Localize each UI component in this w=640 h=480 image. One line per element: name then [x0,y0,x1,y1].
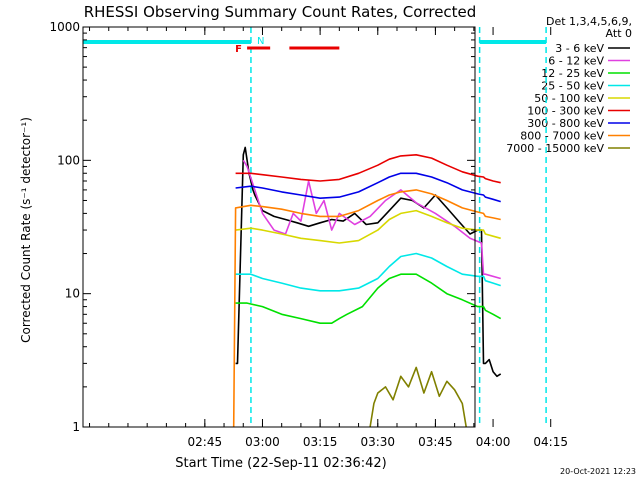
x-tick-label: 02:45 [188,435,223,449]
x-axis: 02:45 03:00 03:15 03:30 03:45 04:00 04:15 [89,27,568,449]
x-tick-label: 03:30 [360,435,395,449]
y-axis: 1 10 100 1000 [49,20,475,434]
series-line-3 [235,252,501,292]
legend-label-1: 6 - 12 keV [548,55,604,68]
y-tick-label: 100 [57,153,80,167]
x-tick-label: 03:00 [245,435,280,449]
x-axis-label: Start Time (22-Sep-11 02:36:42) [175,456,386,471]
series-line-4 [235,209,501,244]
series-line-5 [235,154,501,184]
y-tick-label: 1 [72,420,80,434]
legend-label-8: 7000 - 15000 keV [506,142,604,155]
x-tick-label: 03:15 [303,435,338,449]
y-tick-label: 10 [65,287,80,301]
series-layer [232,146,502,428]
series-line-2 [235,273,502,325]
legend-header-attenuator: Att 0 [606,27,632,40]
flare-flags: FN [235,36,340,55]
legend-header-detectors: Det 1,3,4,5,6,9, [546,15,632,28]
legend-label-3: 25 - 50 keV [541,80,604,93]
legend-label-4: 50 - 100 keV [534,92,604,105]
x-tick-label: 03:45 [418,435,453,449]
series-line-1 [242,159,501,280]
series-line-0 [235,146,502,378]
series-line-6 [235,172,501,203]
x-tick-label: 04:15 [533,435,568,449]
footer-timestamp: 20-Oct-2021 12:23 [560,467,636,476]
series-line-8 [369,366,467,428]
night-indicators [83,27,547,427]
y-axis-label: Corrected Count Rate (s⁻¹ detector⁻¹) [19,117,33,343]
legend-label-6: 300 - 800 keV [527,117,604,130]
x-tick-label: 04:00 [476,435,511,449]
legend-label-7: 800 - 7000 keV [520,130,604,143]
legend-label-2: 12 - 25 keV [541,67,604,80]
chart-title: RHESSI Observing Summary Count Rates, Co… [84,3,477,21]
legend-label-0: 3 - 6 keV [555,42,604,55]
night-flag-label: N [257,36,264,47]
legend-label-5: 100 - 300 keV [527,105,604,118]
plot-frame [82,26,476,428]
flare-flag-label: F [235,44,242,55]
y-tick-label: 1000 [49,20,80,34]
series-line-7 [232,189,501,428]
